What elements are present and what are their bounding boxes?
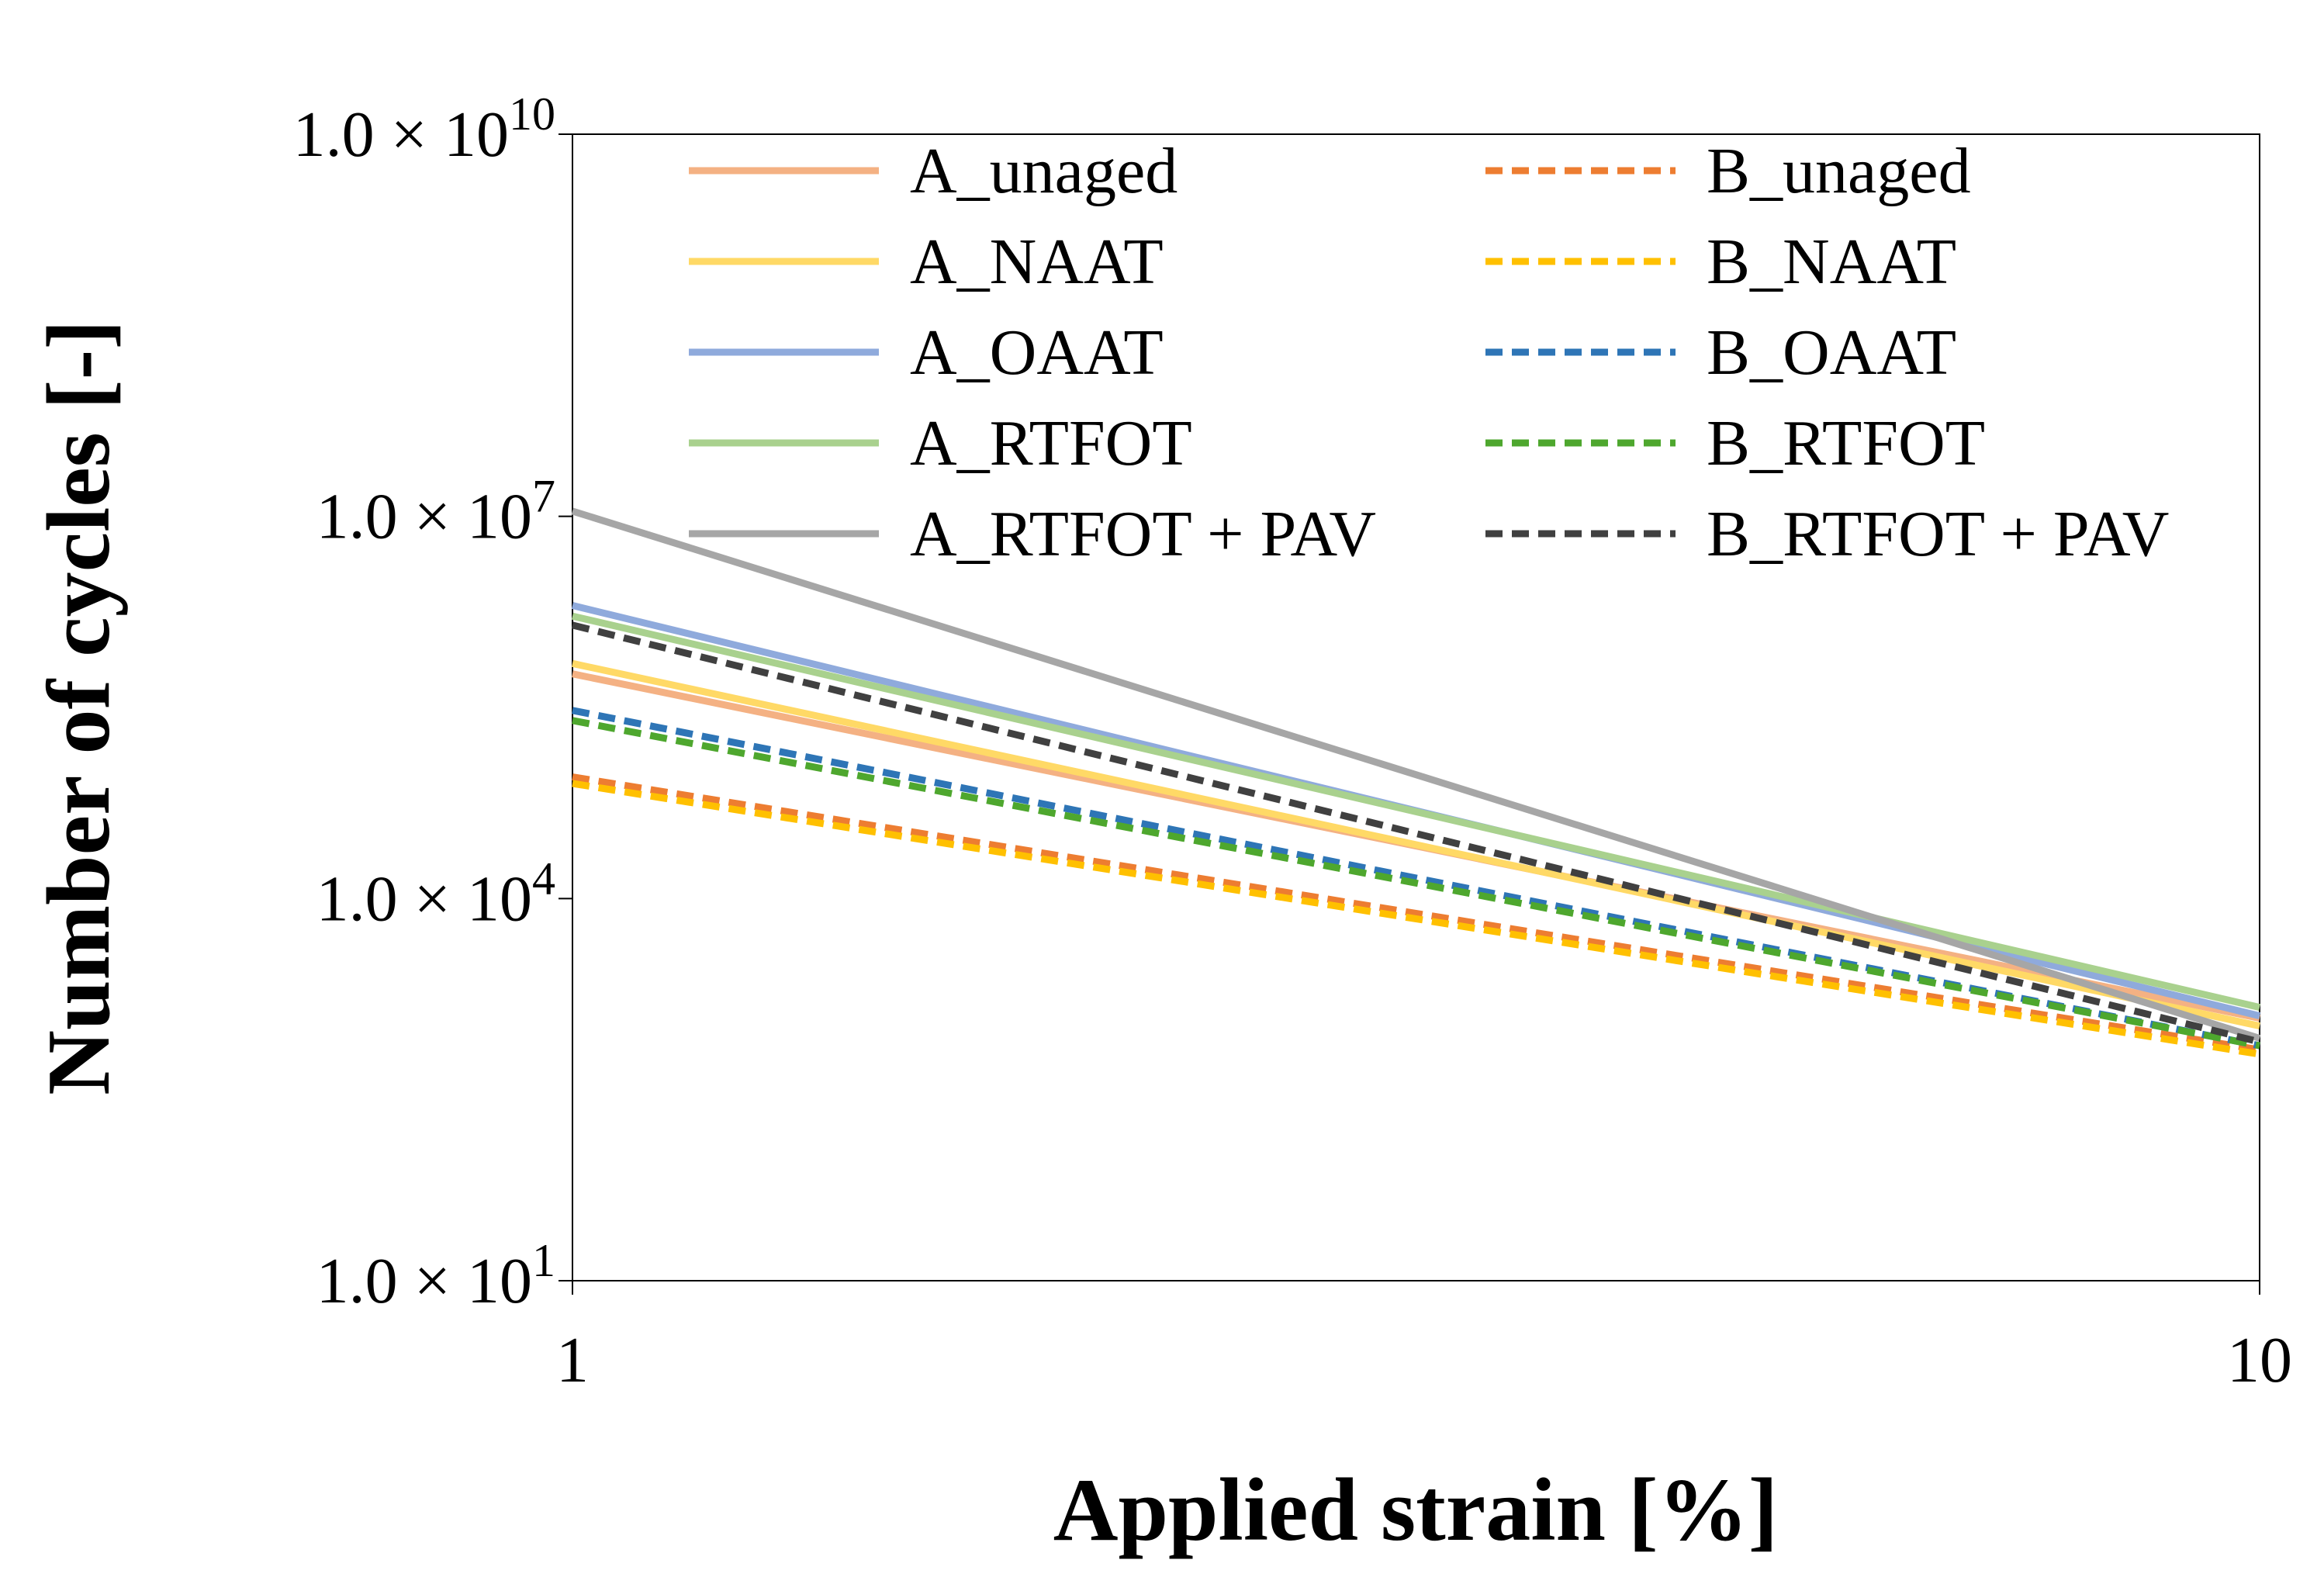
legend-label: A_RTFOT + PAV	[910, 498, 1376, 570]
legend-entry-a-naat: A_NAAT	[689, 226, 1164, 298]
legend-label: A_unaged	[910, 135, 1178, 207]
legend-label: A_NAAT	[910, 226, 1164, 298]
y-tick-label: 1.0 × 107	[316, 471, 555, 553]
series-line-a-rtfot	[571, 612, 2261, 1011]
series-line-a-naat	[572, 659, 2260, 1029]
legend-entry-b-unaged: B_unaged	[1485, 135, 1971, 207]
legend-entry-a-rtfot: A_RTFOT	[689, 407, 1192, 479]
y-axis-title: Number of cycles [-]	[29, 320, 129, 1095]
x-axis-title: Applied strain [%]	[1053, 1461, 1779, 1560]
x-axis-ticks: 1 10	[556, 1281, 2292, 1396]
legend-entry-b-oaat: B_OAAT	[1485, 316, 1956, 389]
legend-label: B_OAAT	[1707, 316, 1956, 389]
legend-entry-b-rtfot-pav: B_RTFOT + PAV	[1485, 498, 2169, 570]
y-tick-label: 1.0 × 101	[316, 1235, 555, 1317]
legend-entry-a-oaat: A_OAAT	[689, 316, 1164, 389]
y-tick-label: 1.0 × 1010	[293, 88, 555, 171]
legend-entry-a-rtfot-pav: A_RTFOT + PAV	[689, 498, 1376, 570]
series-layer	[571, 507, 2261, 1058]
x-tick-label: 1	[556, 1324, 589, 1396]
series-line-a-rtfot-pav	[571, 507, 2261, 1042]
legend-label: A_OAAT	[910, 316, 1164, 389]
legend-label: B_unaged	[1707, 135, 1971, 207]
series-line-b-naat	[572, 780, 2260, 1058]
legend-label: A_RTFOT	[910, 407, 1192, 479]
legend-label: B_NAAT	[1707, 226, 1956, 298]
series-line-b-unaged	[572, 773, 2260, 1053]
x-tick-label: 10	[2227, 1324, 2292, 1396]
legend-label: B_RTFOT	[1707, 407, 1985, 479]
legend-entry-a-unaged: A_unaged	[689, 135, 1178, 207]
legend-label: B_RTFOT + PAV	[1707, 498, 2169, 570]
series-line-b-rtfot	[572, 717, 2260, 1050]
y-axis-ticks: 1.0 × 101 1.0 × 104 1.0 × 107 1.0 × 1010	[293, 88, 572, 1317]
legend-entry-b-rtfot: B_RTFOT	[1485, 407, 1985, 479]
plot-area	[572, 133, 2260, 1281]
legend-entry-b-naat: B_NAAT	[1485, 226, 1956, 298]
y-tick-label: 1.0 × 104	[316, 853, 555, 935]
legend: A_unaged A_NAAT A_OAAT A_RTFOT A_RTFOT + PAV…	[689, 135, 2169, 570]
